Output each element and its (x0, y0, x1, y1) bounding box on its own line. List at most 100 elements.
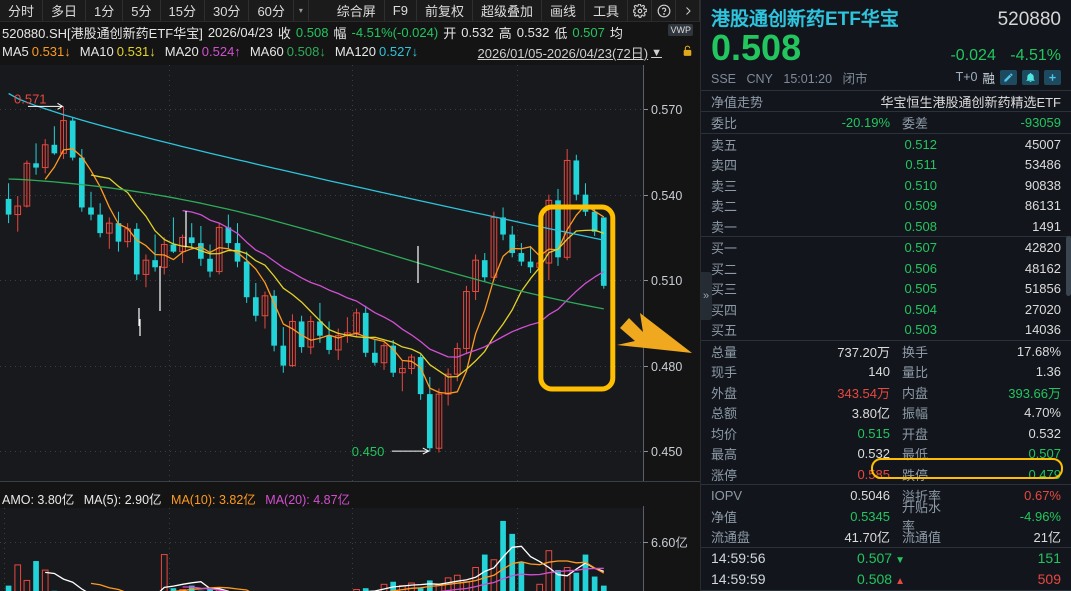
panel-scrollbar[interactable] (1066, 236, 1071, 296)
period-more-caret-icon[interactable]: ▾ (294, 0, 309, 21)
vwap-badge: VWP (668, 24, 693, 36)
svg-text:0.480: 0.480 (651, 360, 682, 374)
fund-full-name: 华宝恒生港股通创新药精选ETF (880, 94, 1061, 110)
tick-row[interactable]: 14:59:59 0.508 ▲ 509 (701, 569, 1071, 590)
period-tab-duori[interactable]: 多日 (43, 0, 87, 21)
order-book-row[interactable]: 卖四 0.511 53486 (701, 154, 1071, 175)
tick-volume: 509 (1037, 571, 1061, 588)
tick-time: 14:59:59 (711, 571, 766, 588)
svg-text:0.450: 0.450 (651, 445, 682, 459)
order-book-row[interactable]: 买一 0.507 42820 (701, 237, 1071, 258)
ma-value-ma20: 0.524↑ (201, 44, 241, 59)
lock-icon[interactable] (681, 44, 694, 61)
order-book-row[interactable]: 卖二 0.509 86131 (701, 195, 1071, 216)
help-icon[interactable] (652, 0, 676, 21)
date-range-text: 2026/01/05-2026/04/23(72日) (477, 46, 649, 61)
header-actions: T+0 融 (956, 68, 1061, 87)
stat-row-avg-open: 均价 0.515 开盘 0.532 (701, 423, 1071, 444)
bid1-price: 0.507 (904, 240, 937, 256)
order-book-row[interactable]: 卖一 0.508 1491 (701, 216, 1071, 237)
date-range-selector[interactable]: 2026/01/05-2026/04/23(72日) ▼ (478, 43, 662, 62)
etf-row-nav: 净值 0.5345 升贴水率 -4.96% (701, 500, 1071, 534)
toolbar-draw[interactable]: 画线 (542, 0, 585, 21)
etf-label-premium-rate: 溢折率 (902, 489, 942, 505)
quote-header: 港股通创新药ETF华宝 520880 0.508 -0.024 -4.51% S… (701, 0, 1071, 90)
pencil-icon[interactable] (1000, 69, 1017, 85)
etf-row-float: 流通盘 41.70亿 流通值 21亿 (701, 526, 1071, 547)
order-book-row[interactable]: 买三 0.505 51856 (701, 278, 1071, 299)
tick-row[interactable]: 14:59:56 0.507 ▼ 151 (701, 548, 1071, 569)
ma-label-ma120: MA120 (334, 44, 377, 59)
bid3-label: 买三 (711, 282, 738, 298)
nav-divider (701, 111, 1071, 113)
stat-label-turnover: 换手 (902, 344, 929, 360)
svg-text:6.60亿: 6.60亿 (651, 535, 688, 550)
exchange-label: SSE (711, 71, 737, 86)
period-tab-15min[interactable]: 15分 (161, 0, 205, 21)
ticks-divider (701, 546, 1071, 548)
order-book-row[interactable]: 买四 0.504 27020 (701, 299, 1071, 320)
stat-row-volume: 总量 737.20万 换手 17.68% (701, 341, 1071, 362)
toolbar-spacer (309, 0, 329, 21)
candlestick-chart-area[interactable]: 0.5700.5400.5100.4800.45026-0126-0226-03… (0, 61, 700, 591)
stat-value-turnover: 17.68% (1016, 343, 1061, 359)
svg-text:0.570: 0.570 (651, 103, 682, 117)
stat-value-inner: 393.66万 (1008, 385, 1061, 401)
bid1-label: 买一 (711, 241, 738, 257)
period-tab-fenshi[interactable]: 分时 (0, 0, 44, 21)
stat-value-lower-limit: 0.479 (1028, 466, 1061, 482)
plus-icon[interactable] (1044, 69, 1061, 85)
security-code: 520880 (997, 9, 1061, 30)
order-ratio-label: 委比 (711, 116, 738, 132)
stat-label-current-volume: 现手 (711, 365, 738, 381)
tick-sep (701, 589, 1071, 591)
kline-svg[interactable]: 0.5700.5400.5100.4800.45026-0126-0226-03… (0, 61, 700, 591)
ask3-price: 0.510 (904, 177, 937, 193)
settlement-label: T+0 (955, 70, 978, 85)
chevron-down-icon[interactable]: ▼ (651, 46, 662, 59)
stat-label-open: 开盘 (902, 426, 929, 442)
ask5-label: 卖五 (711, 137, 738, 153)
stat-label-amplitude: 振幅 (902, 406, 929, 422)
ask4-price: 0.511 (905, 157, 937, 173)
chevron-left-icon[interactable]: » (700, 272, 712, 320)
period-tab-60min[interactable]: 60分 (249, 0, 294, 21)
toolbar-forward-adjust[interactable]: 前复权 (417, 0, 473, 21)
tick-price-value: 0.508 (857, 571, 893, 588)
toolbar-tools[interactable]: 工具 (585, 0, 628, 21)
etf-value-nav: 0.5345 (850, 508, 890, 524)
book-divider (701, 236, 1071, 238)
period-tab-30min[interactable]: 30分 (205, 0, 250, 21)
nav-trend-row[interactable]: 净值走势 华宝恒生港股通创新药精选ETF (701, 91, 1071, 112)
nav-trend-label[interactable]: 净值走势 (711, 94, 764, 110)
gear-icon[interactable] (628, 0, 652, 21)
order-book-row[interactable]: 卖五 0.512 45007 (701, 134, 1071, 155)
period-tab-5min[interactable]: 5分 (123, 0, 161, 21)
order-book-row[interactable]: 买二 0.506 48162 (701, 258, 1071, 279)
bid2-price: 0.506 (904, 260, 937, 276)
market-info: SSE CNY 15:01:20 闭市 (711, 68, 875, 87)
bell-icon[interactable] (1022, 69, 1039, 85)
quote-time: 15:01:20 (783, 71, 833, 86)
quote-avg-label: 均 (609, 25, 623, 41)
stat-row-outer-inner: 外盘 343.54万 内盘 393.66万 (701, 382, 1071, 403)
chart-toolbar: 分时 多日 1分 5分 15分 30分 60分 ▾ 综合屏 F9 前复权 超级叠… (0, 0, 700, 22)
bid5-label: 买五 (711, 323, 738, 339)
period-tab-1min[interactable]: 1分 (86, 0, 124, 21)
order-book-row[interactable]: 卖三 0.510 90838 (701, 175, 1071, 196)
chevron-right-icon[interactable] (676, 0, 700, 21)
stat-value-upper-limit: 0.585 (857, 466, 890, 482)
toolbar-composite-screen[interactable]: 综合屏 (329, 0, 385, 21)
ma-label-ma60: MA60 (249, 44, 284, 59)
stat-value-current-volume: 140 (868, 364, 890, 380)
order-book-row[interactable]: 买五 0.503 14036 (701, 319, 1071, 340)
tick-price-value: 0.507 (857, 550, 893, 567)
bid3-volume: 51856 (1024, 281, 1061, 297)
order-ratio-value: -20.19% (841, 115, 890, 131)
toolbar-f9[interactable]: F9 (385, 0, 417, 21)
stat-label-outer: 外盘 (711, 385, 738, 401)
stat-label-lower-limit: 跌停 (902, 467, 929, 483)
ask5-price: 0.512 (904, 136, 937, 152)
stat-value-total-volume: 737.20万 (837, 344, 890, 360)
toolbar-super-overlay[interactable]: 超级叠加 (473, 0, 542, 21)
